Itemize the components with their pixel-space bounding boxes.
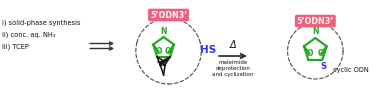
Text: S: S <box>320 62 326 71</box>
Text: i) solid-phase synthesis: i) solid-phase synthesis <box>2 20 81 26</box>
Text: O: O <box>160 61 165 67</box>
Text: HS: HS <box>200 45 217 55</box>
Text: Δ: Δ <box>230 40 236 50</box>
Text: N: N <box>312 27 319 36</box>
Text: iii) TCEP: iii) TCEP <box>2 44 29 51</box>
Text: N: N <box>160 26 167 36</box>
Text: O: O <box>165 47 172 56</box>
Text: cyclic ODN: cyclic ODN <box>333 67 369 73</box>
Text: 5’ODN3’: 5’ODN3’ <box>297 17 334 25</box>
Text: 5’ODN3’: 5’ODN3’ <box>150 10 187 20</box>
Text: O: O <box>307 49 313 58</box>
Text: deprotection: deprotection <box>215 66 251 71</box>
Text: maleimide: maleimide <box>218 60 248 65</box>
Text: ii) conc. aq. NH₃: ii) conc. aq. NH₃ <box>2 32 55 38</box>
Text: O: O <box>318 49 324 58</box>
Text: O: O <box>156 47 162 56</box>
Text: and cyclization: and cyclization <box>212 72 254 77</box>
